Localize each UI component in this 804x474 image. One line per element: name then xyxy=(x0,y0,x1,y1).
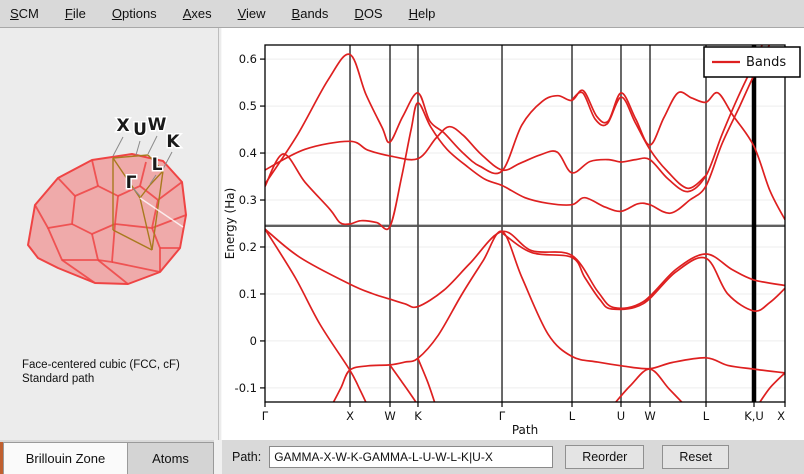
bz-point-label: Γ xyxy=(126,173,137,193)
bz-face-edge xyxy=(71,185,119,235)
bz-face-edge xyxy=(111,261,161,273)
kpath-tick-label: U xyxy=(617,409,625,423)
kpath-tick-label: L xyxy=(569,409,576,423)
band-curve xyxy=(265,45,764,193)
menu-options[interactable]: Options xyxy=(111,6,157,21)
menu-bands[interactable]: Bands xyxy=(291,6,329,21)
menu-file[interactable]: File xyxy=(64,6,86,21)
bottom-separator xyxy=(214,440,222,474)
band-structure-plot: 0.6 0.5 0.4 0.3 0.2 0.1 0 -0.1 Γ X W K Γ L U W L K,U X Path… xyxy=(223,44,801,437)
kpath-tick-label: Γ xyxy=(262,409,269,423)
bz-kpath-edge xyxy=(139,197,153,251)
panel-divider[interactable] xyxy=(218,28,222,440)
y-tick-label: 0.5 xyxy=(239,99,257,113)
legend: Bands xyxy=(703,46,801,78)
bz-label-leader xyxy=(149,174,157,185)
bz-kpath-edge xyxy=(147,154,164,172)
legend-label: Bands xyxy=(746,55,786,70)
menu-help[interactable]: Help xyxy=(408,6,436,21)
tab-atoms[interactable]: Atoms xyxy=(128,442,214,474)
bz-kpath-edge xyxy=(149,170,164,186)
band-curve xyxy=(614,368,683,402)
kpath-tick-label: Γ xyxy=(499,409,506,423)
bz-label-leader xyxy=(147,135,158,155)
tab-brillouin-zone[interactable]: Brillouin Zone xyxy=(3,442,128,474)
menu-dos[interactable]: DOS xyxy=(354,6,383,21)
kpath-tick-label: W xyxy=(384,409,395,423)
path-type-text: Standard path xyxy=(22,373,95,385)
band-curve xyxy=(265,45,771,231)
band-curve xyxy=(417,357,436,402)
bz-kpath-edge xyxy=(139,184,151,199)
bz-kpath-edge xyxy=(139,197,184,228)
band-curve xyxy=(265,228,785,310)
y-tick-label: 0.1 xyxy=(239,287,257,301)
y-tick-label: -0.1 xyxy=(235,381,257,395)
bz-face-edge xyxy=(91,159,99,187)
bz-point-label: L xyxy=(152,155,163,175)
band-curve xyxy=(265,228,367,402)
bz-label-leader xyxy=(135,140,141,156)
bz-label-leader xyxy=(162,151,173,170)
y-axis-label: Energy (Ha) xyxy=(223,188,237,260)
bz-point-label: X xyxy=(116,116,129,136)
band-curve xyxy=(265,53,785,221)
band-curve xyxy=(758,372,785,402)
menu-scm[interactable]: SCM xyxy=(10,6,39,21)
bz-kpath-edge xyxy=(112,154,149,159)
path-controls: Path: Reorder Reset xyxy=(222,440,804,474)
kpath-tick-label: L xyxy=(703,409,710,423)
kpath-tick-label: K,U xyxy=(744,409,764,423)
path-input[interactable] xyxy=(269,446,554,468)
bottom-bar: Brillouin Zone Atoms Path: Reorder Reset xyxy=(0,440,804,474)
bz-label-leader xyxy=(112,136,124,157)
bz-label-leader xyxy=(132,187,141,197)
x-axis-label: Path xyxy=(512,423,538,437)
y-tick-label: 0.3 xyxy=(239,193,257,207)
tab-accent-stripe xyxy=(0,442,3,474)
menu-view[interactable]: View xyxy=(237,6,266,21)
band-curve xyxy=(571,91,707,190)
bz-kpath-edge xyxy=(112,229,153,251)
bz-point-label: K xyxy=(166,132,180,152)
lattice-type-text: Face-centered cubic (FCC, cF) xyxy=(22,359,180,371)
lattice-caption: Face-centered cubic (FCC, cF) Standard p… xyxy=(22,358,180,386)
kpath-tick-label: X xyxy=(777,409,785,423)
reorder-button[interactable]: Reorder xyxy=(565,445,645,469)
kpath-tick-label: K xyxy=(414,409,422,423)
reset-button[interactable]: Reset xyxy=(662,445,730,469)
path-label: Path: xyxy=(232,450,262,464)
menu-bar: SCM File Options Axes View Bands DOS Help xyxy=(0,0,804,28)
y-tick-label: 0.6 xyxy=(239,52,257,66)
band-curve xyxy=(332,230,785,402)
bz-face-edge xyxy=(97,259,129,285)
plot-frame xyxy=(264,44,786,403)
bz-point-label: U xyxy=(133,120,147,140)
kpath-tick-label: X xyxy=(346,409,354,423)
y-tick-label: 0.2 xyxy=(239,240,257,254)
bz-face-edge xyxy=(151,214,187,229)
band-curve xyxy=(501,232,785,312)
y-tick-label: 0.4 xyxy=(239,146,257,160)
y-tick-label: 0 xyxy=(250,334,257,348)
band-structure-panel: 0.6 0.5 0.4 0.3 0.2 0.1 0 -0.1 Γ X W K Γ L U W L K,U X Path… xyxy=(222,28,804,440)
menu-axes[interactable]: Axes xyxy=(182,6,212,21)
bz-point-label: W xyxy=(148,115,167,135)
kpath-tick-label: W xyxy=(644,409,655,423)
